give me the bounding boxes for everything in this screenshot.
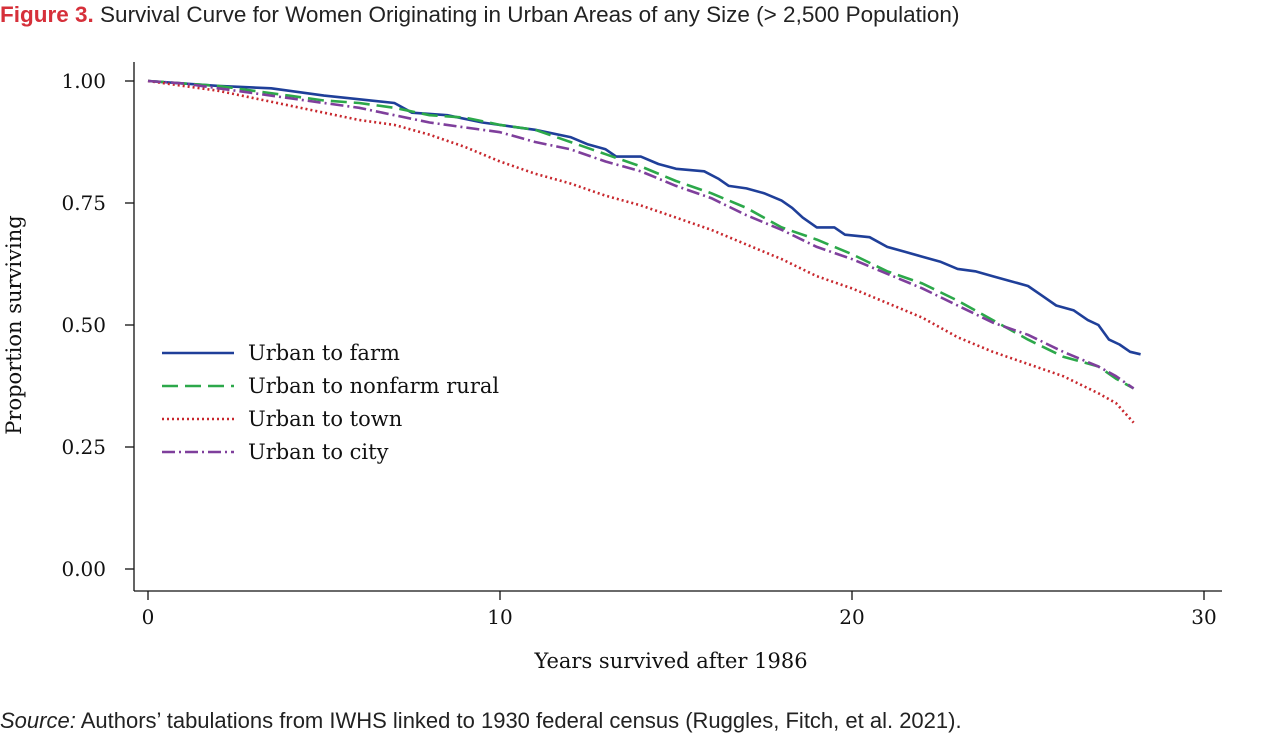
series-line-3 [147,79,1135,390]
source-label: Source: [0,708,76,733]
y-tick-label: 1.00 [61,69,106,93]
series-line-0 [147,79,1141,356]
figure-title-text: Survival Curve for Women Originating in … [100,2,960,27]
y-axis-label: Proportion surviving [2,215,26,434]
survival-chart: 0.00 0.25 0.50 0.75 1.00 0 10 20 30 Years survive… [2,62,1222,673]
y-tick-label: 0.25 [61,435,106,459]
series-line-2 [147,79,1135,424]
source-note: Source: Authors’ tabulations from IWHS l… [0,704,1280,737]
legend-label-0: Urban to farm [248,341,400,365]
y-tick-label: 0.50 [61,313,106,337]
series-line-1 [147,79,1135,390]
y-tick-label: 0.75 [61,191,106,215]
x-tick-label: 10 [487,605,512,629]
source-text: Authors’ tabulations from IWHS linked to… [75,708,962,733]
legend-label-2: Urban to town [248,407,402,431]
figure-title: Figure 3. Survival Curve for Women Origi… [0,0,1280,30]
legend-label-3: Urban to city [248,440,389,464]
x-tick-label: 20 [839,605,864,629]
x-tick-label: 30 [1191,605,1216,629]
legend-label-1: Urban to nonfarm rural [248,374,499,398]
y-tick-label: 0.00 [61,557,106,581]
figure-label: Figure 3. [0,2,94,27]
x-axis-label: Years survived after 1986 [533,649,807,673]
x-tick-label: 0 [142,605,155,629]
